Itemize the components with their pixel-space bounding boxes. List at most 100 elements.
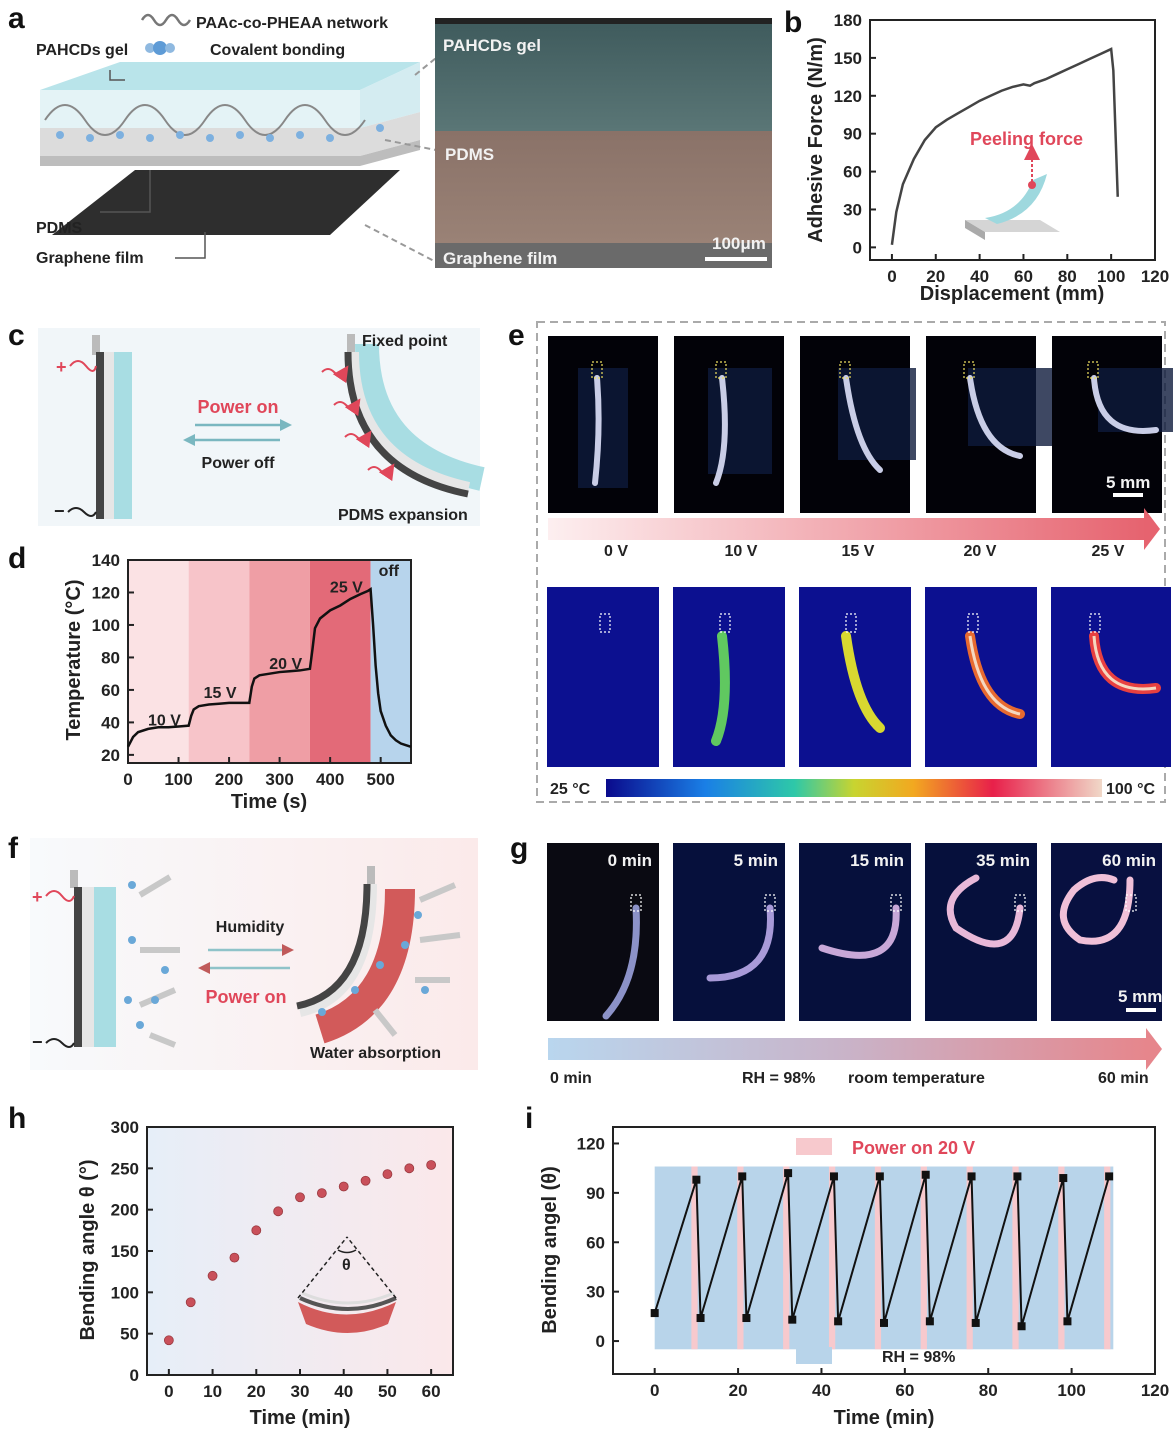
legend-network: PAAc-co-PHEAA network [196, 15, 388, 32]
y-tick-label: 60 [101, 681, 120, 700]
theta-illustration [297, 1236, 397, 1333]
bending-photo-backdrop [838, 368, 916, 460]
humidity-strip [1059, 874, 1134, 945]
x-tick-label: 80 [979, 1381, 998, 1400]
c-wire-minus [67, 507, 97, 517]
thermal-hot-core [968, 635, 1021, 716]
power-on-band [1104, 1166, 1111, 1350]
time-label: 5 min [734, 851, 778, 870]
peel-illustration [965, 144, 1060, 240]
chart-d-ylabel: Temperature (°C) [63, 580, 85, 741]
c-gel-bent [355, 343, 485, 491]
x-tick-label: 120 [1141, 267, 1169, 286]
thermal-fixed-point-marker [845, 613, 857, 633]
region-label: 10 V [148, 713, 181, 730]
gel-front [40, 90, 360, 128]
data-point [1017, 1322, 1026, 1331]
y-tick-label: 60 [586, 1233, 605, 1252]
x-tick-label: 300 [265, 770, 293, 789]
sem-pdms-label: PDMS [445, 145, 494, 164]
g-time-arrowhead-icon [1146, 1028, 1162, 1070]
g-bar-start-label: 0 min [550, 1070, 592, 1087]
panel-c: c + − Power on Power off Fixed point PDM… [8, 319, 485, 526]
data-point [925, 1317, 934, 1326]
data-point [185, 1297, 196, 1308]
data-point [229, 1252, 240, 1263]
colorbar [606, 779, 1102, 797]
fixed-point-marker [1014, 894, 1026, 912]
thermal-fixed-point-marker [967, 613, 979, 633]
bending-photo-backdrop [968, 368, 1060, 446]
data-point [880, 1318, 888, 1327]
y-tick-label: 120 [834, 87, 862, 106]
fixed-point-marker [591, 361, 603, 379]
c-wire-plus [69, 360, 97, 372]
fixed-point-marker [630, 894, 642, 912]
power-on-return-arrowhead-icon [198, 962, 210, 974]
data-point [295, 1192, 305, 1203]
power-on-band [691, 1166, 698, 1350]
e-scale-label: 5 mm [1106, 473, 1150, 492]
legend-power-swatch [796, 1138, 832, 1155]
fixed-point-label: Fixed point [362, 333, 448, 350]
y-tick-label: 150 [111, 1242, 139, 1261]
x-tick-label: 0 [887, 267, 896, 286]
chart-d-series-line [126, 587, 412, 748]
f-clamp-right [367, 866, 375, 884]
chart-h-xlabel: Time (min) [250, 1407, 351, 1429]
layer-graphene-label: Graphene film [36, 250, 144, 267]
f-wire-plus [45, 890, 75, 902]
data-point [338, 1181, 349, 1192]
cbar-max-label: 100 °C [1106, 781, 1156, 798]
x-tick-label: 80 [1058, 267, 1077, 286]
voltage-label: 0 V [604, 543, 628, 560]
humidity-photo-frame [925, 843, 1037, 1021]
data-point [251, 1225, 262, 1236]
legend-bonding: Covalent bonding [210, 42, 345, 59]
f-graphene-bent [296, 883, 371, 1010]
y-tick-label: 100 [111, 1283, 139, 1302]
f-water-molecules-left-icon [124, 881, 169, 1029]
data-point [742, 1314, 751, 1323]
sem-scale-bar [705, 257, 767, 261]
panel-d-label: d [8, 542, 26, 575]
x-tick-label: 0 [123, 770, 132, 789]
data-point [1013, 1172, 1022, 1181]
power-off-arrowhead-icon [183, 434, 195, 446]
f-wire-minus [45, 1038, 75, 1048]
g-bar-end-label: 60 min [1098, 1070, 1149, 1087]
data-point [784, 1169, 793, 1178]
chart-i-background [654, 1166, 1114, 1350]
y-tick-label: 50 [120, 1325, 139, 1344]
x-tick-label: 100 [1097, 267, 1125, 286]
f-hydrogel-bent [314, 888, 415, 1044]
connector-pdms [384, 139, 437, 151]
voltage-label: 10 V [725, 543, 758, 560]
y-tick-label: 30 [586, 1283, 605, 1302]
chart-i-points [650, 1169, 1114, 1331]
humidity-arrowhead-icon [282, 944, 294, 956]
panel-f-label: f [8, 832, 19, 865]
network-chain [44, 104, 366, 136]
y-tick-label: 120 [577, 1134, 605, 1153]
layer-pdms-label: PDMS [36, 220, 83, 237]
pdms-slab-edge [40, 140, 420, 166]
humidity-strip [818, 904, 900, 959]
data-point [788, 1315, 797, 1324]
legend-power-label: Power on 20 V [852, 1138, 975, 1158]
f-water-molecules-right-icon [318, 911, 429, 1016]
chart-i-frame [612, 1126, 1156, 1375]
y-tick-label: 20 [101, 746, 120, 765]
power-on-band [1012, 1166, 1019, 1350]
c-pdms-bent [349, 351, 471, 492]
bending-photo-backdrop [708, 368, 772, 474]
chart-h-ticks: 0 10 20 30 40 50 60 0 50 100 150 200 250 300 [111, 1118, 441, 1401]
peeling-force-label: Peeling force [970, 129, 1083, 149]
data-point [921, 1170, 930, 1179]
region-label: 20 V [269, 656, 302, 673]
panel-h: h 0 10 20 30 40 50 60 0 50 100 150 200 250 300 θ Time… [8, 1102, 454, 1429]
voltage-label: 15 V [842, 543, 875, 560]
data-point [404, 1163, 415, 1174]
x-tick-label: 40 [812, 1381, 831, 1400]
